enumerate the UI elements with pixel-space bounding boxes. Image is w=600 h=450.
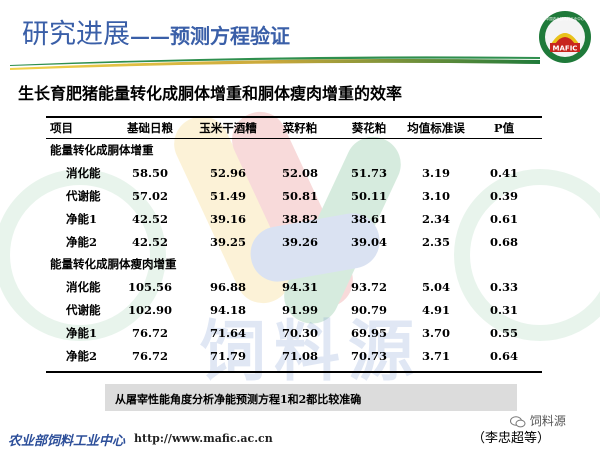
table-cell: 70.30 xyxy=(281,326,319,340)
wechat-watermark: 饲料源 xyxy=(510,412,566,429)
table-cell: 38.82 xyxy=(281,212,319,226)
table-cell: 50.81 xyxy=(281,189,319,203)
table-cell: 0.33 xyxy=(489,280,519,294)
table-cell: 39.16 xyxy=(209,212,247,226)
table-rule-header xyxy=(46,138,542,139)
table-cell: 3.19 xyxy=(421,166,451,180)
org-url: http://www.mafic.ac.cn xyxy=(134,432,273,445)
table-cell: 39.04 xyxy=(350,235,388,249)
table-cell: 50.11 xyxy=(350,189,388,203)
row-label: 净能1 xyxy=(66,212,98,226)
row-label: 代谢能 xyxy=(66,303,101,317)
table-cell: 38.61 xyxy=(350,212,388,226)
table-cell: 2.34 xyxy=(421,212,451,226)
table-cell: 94.18 xyxy=(209,303,247,317)
table-cell: 5.04 xyxy=(421,280,451,294)
table-cell: 94.31 xyxy=(281,280,319,294)
wechat-icon xyxy=(510,415,526,427)
table-cell: 42.52 xyxy=(131,235,169,249)
table-cell: 76.72 xyxy=(131,349,169,363)
header-rule xyxy=(10,56,540,70)
table-cell: 76.72 xyxy=(131,326,169,340)
table-cell: 52.08 xyxy=(281,166,319,180)
table-cell: 4.91 xyxy=(421,303,451,317)
table-header-3: 菜籽粕 xyxy=(282,121,318,135)
table-cell: 3.71 xyxy=(421,349,451,363)
table-cell: 58.50 xyxy=(131,166,169,180)
table-cell: 96.88 xyxy=(209,280,247,294)
table-cell: 91.99 xyxy=(281,303,319,317)
table-cell: 71.64 xyxy=(209,326,247,340)
row-label: 净能1 xyxy=(66,326,98,340)
watermark-text: 饲料源 xyxy=(200,313,422,390)
table-cell: 70.73 xyxy=(350,349,388,363)
table-rule-bottom xyxy=(46,371,542,373)
table-cell: 93.72 xyxy=(350,280,388,294)
table-header-6: P值 xyxy=(493,121,515,135)
table-cell: 0.55 xyxy=(489,326,519,340)
table-cell: 3.70 xyxy=(421,326,451,340)
table-rule-top xyxy=(46,116,542,118)
table-cell: 52.96 xyxy=(209,166,247,180)
table-cell: 105.56 xyxy=(127,280,173,294)
table-header-4: 葵花粕 xyxy=(351,121,387,135)
table-cell: 71.08 xyxy=(281,349,319,363)
wechat-label: 饲料源 xyxy=(529,414,566,428)
row-label: 代谢能 xyxy=(66,189,101,203)
table-cell: 69.95 xyxy=(350,326,388,340)
table-cell: 39.25 xyxy=(209,235,247,249)
table-cell: 0.41 xyxy=(489,166,519,180)
header-title-sub: ——预测方程验证 xyxy=(130,24,290,48)
author-citation: （李忠超等） xyxy=(472,431,551,446)
table-cell: 71.79 xyxy=(209,349,247,363)
header-title: 研究进展——预测方程验证 xyxy=(22,12,290,51)
row-label: 净能2 xyxy=(66,235,98,249)
row-label: 消化能 xyxy=(66,280,101,294)
mafic-logo: MAFIC 中国农业部饲料工业中心 xyxy=(539,11,591,63)
conclusion-banner: 从屠宰性能角度分析净能预测方程1和2都比较准确 xyxy=(105,384,517,411)
table-header-2: 玉米干酒糟 xyxy=(199,121,257,135)
row-label: 消化能 xyxy=(66,166,101,180)
section-title: 能量转化成胴体增重 xyxy=(50,143,154,157)
table-cell: 90.79 xyxy=(350,303,388,317)
header-title-main: 研究进展 xyxy=(22,19,130,50)
table-cell: 0.68 xyxy=(489,235,519,249)
table-header-0: 项目 xyxy=(50,121,73,135)
logo-text-main: MAFIC xyxy=(553,45,578,53)
section-title: 能量转化成胴体瘦肉增重 xyxy=(50,257,177,271)
table-cell: 51.73 xyxy=(350,166,388,180)
org-name: 农业部饲料工业中心 xyxy=(8,434,126,449)
table-header-5: 均值标准误 xyxy=(407,121,465,135)
table-header-1: 基础日粮 xyxy=(127,121,173,135)
main-title: 生长育肥猪能量转化成胴体增重和胴体瘦肉增重的效率 xyxy=(18,84,403,103)
table-cell: 39.26 xyxy=(281,235,319,249)
table-cell: 2.35 xyxy=(421,235,451,249)
logo-text-top: 中国农业部饲料工业中心 xyxy=(546,16,585,21)
table-cell: 3.10 xyxy=(421,189,451,203)
table-cell: 0.31 xyxy=(489,303,519,317)
table-cell: 0.64 xyxy=(489,349,519,363)
table-cell: 102.90 xyxy=(127,303,173,317)
table-cell: 42.52 xyxy=(131,212,169,226)
conclusion-text: 从屠宰性能角度分析净能预测方程1和2都比较准确 xyxy=(115,393,362,406)
row-label: 净能2 xyxy=(66,349,98,363)
table-cell: 0.61 xyxy=(489,212,519,226)
table-cell: 0.39 xyxy=(489,189,519,203)
table-cell: 51.49 xyxy=(209,189,247,203)
table-cell: 57.02 xyxy=(131,189,169,203)
